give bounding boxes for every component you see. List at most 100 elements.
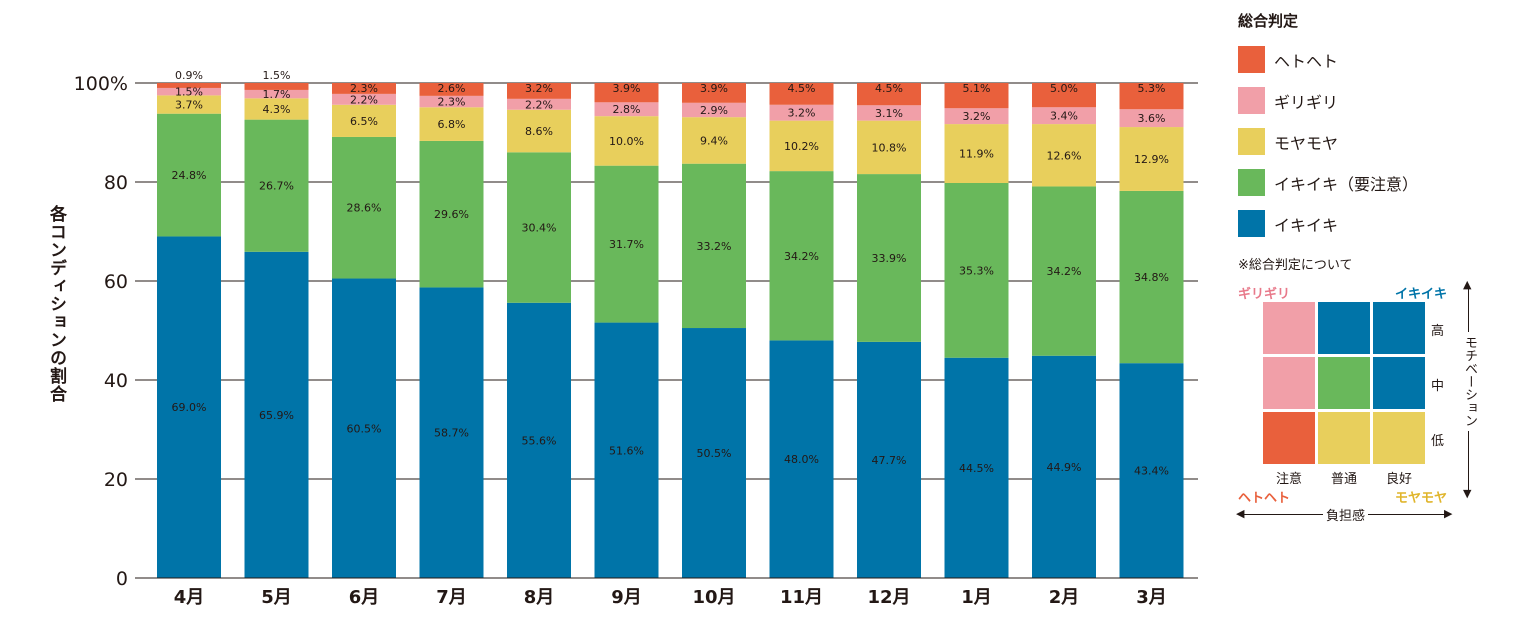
data-label: 58.7% <box>434 427 469 440</box>
y-tick-label: 0 <box>116 568 128 590</box>
legend-label: ヘトヘト <box>1274 51 1339 71</box>
bar-segment <box>682 83 746 103</box>
bar-segment <box>507 83 571 99</box>
x-tick-label: 6月 <box>349 587 380 608</box>
data-label: 34.8% <box>1134 271 1169 284</box>
matrix-label-girigiri: ギリギリ <box>1238 287 1291 302</box>
x-tick-label: 5月 <box>261 587 292 608</box>
legend-swatch <box>1238 169 1265 196</box>
matrix-cell <box>1373 302 1425 354</box>
bar-segment <box>594 116 659 166</box>
data-label: 31.7% <box>609 238 644 251</box>
x-tick-label: 7月 <box>436 587 467 608</box>
arrow-left-icon: ◀ <box>1236 507 1245 520</box>
bar-segment <box>507 98 571 110</box>
bar-segment <box>419 107 484 141</box>
data-label: 1.7% <box>263 88 291 101</box>
bar-segment <box>769 120 834 172</box>
data-label: 3.2% <box>525 82 553 95</box>
data-label: 24.8% <box>172 169 207 182</box>
bar-segment <box>419 83 484 96</box>
data-label: 2.3% <box>438 96 466 109</box>
matrix-cell <box>1373 357 1425 409</box>
legend-title: 総合判定 <box>1238 12 1299 30</box>
bar-segment <box>857 83 921 106</box>
burden-axis-label: 負担感 <box>1323 505 1369 524</box>
data-label: 1.5% <box>175 86 203 99</box>
data-label: 3.7% <box>175 99 203 112</box>
data-label: 3.2% <box>963 110 991 123</box>
bar-segment <box>244 98 309 120</box>
data-label: 33.9% <box>872 252 907 265</box>
bar-segment <box>682 163 746 329</box>
bar-segment <box>419 140 484 288</box>
matrix-cell <box>1263 357 1315 409</box>
bar-segment <box>1032 355 1096 578</box>
data-label: 0.9% <box>175 69 203 82</box>
bar-segment <box>857 341 921 578</box>
bar-segment <box>1032 124 1096 187</box>
legend-label: モヤモヤ <box>1274 133 1339 153</box>
x-tick-label: 4月 <box>174 587 205 608</box>
data-label: 34.2% <box>1047 265 1082 278</box>
bar-segment <box>332 83 396 94</box>
data-label: 2.8% <box>613 103 641 116</box>
legend-swatch <box>1238 210 1265 237</box>
data-label: 43.4% <box>1134 465 1169 478</box>
data-label: 2.3% <box>350 82 378 95</box>
legend-label: ギリギリ <box>1274 92 1339 112</box>
matrix-row-low: 低 <box>1431 434 1445 449</box>
bar-segment <box>1119 83 1184 110</box>
data-label: 28.6% <box>347 202 382 215</box>
data-label: 44.5% <box>959 462 994 475</box>
x-tick-label: 2月 <box>1049 587 1080 608</box>
matrix-col-caution: 注意 <box>1276 472 1303 487</box>
matrix-label-moyamoya: モヤモヤ <box>1395 491 1448 506</box>
matrix-col-normal: 普通 <box>1331 472 1358 487</box>
bar-segment <box>944 83 1009 109</box>
data-label: 69.0% <box>172 401 207 414</box>
data-label: 44.9% <box>1047 461 1082 474</box>
data-label: 3.2% <box>788 107 816 120</box>
data-label: 3.1% <box>875 107 903 120</box>
bar-segment <box>1032 186 1096 356</box>
legend: 総合判定 ヘトヘト ギリギリ モヤモヤ イキイキ（要注意） イキイキ <box>1238 10 1538 244</box>
bar-segment <box>769 171 834 341</box>
data-label: 5.3% <box>1138 82 1166 95</box>
data-label: 48.0% <box>784 453 819 466</box>
arrow-down-icon: ▼ <box>1463 487 1472 500</box>
bar-segment <box>857 105 921 121</box>
bar-segment <box>769 83 834 105</box>
bar-segment <box>332 136 396 279</box>
bar-segment <box>244 119 309 252</box>
motivation-axis-label: モチベーション <box>1460 332 1479 431</box>
bar-segment <box>507 109 571 153</box>
data-label: 12.9% <box>1134 153 1169 166</box>
bar-segment <box>857 174 921 342</box>
data-label: 5.0% <box>1050 82 1078 95</box>
bar-segment <box>594 322 659 578</box>
matrix-row-mid: 中 <box>1431 379 1445 394</box>
bar-segment <box>157 87 221 96</box>
x-tick-label: 10月 <box>692 587 735 608</box>
matrix-col-good: 良好 <box>1386 472 1413 487</box>
bar-segment <box>682 102 746 118</box>
bar-segment <box>944 357 1009 578</box>
data-label: 2.6% <box>438 82 466 95</box>
data-label: 2.9% <box>700 104 728 117</box>
x-tick-label: 9月 <box>611 587 642 608</box>
data-label: 34.2% <box>784 250 819 263</box>
matrix-cell <box>1318 302 1370 354</box>
matrix-row-high: 高 <box>1431 324 1445 339</box>
bar-segment <box>419 95 484 108</box>
legend-swatch <box>1238 87 1265 114</box>
data-label: 26.7% <box>259 180 294 193</box>
data-label: 60.5% <box>347 422 382 435</box>
y-axis-title: 各コンディションの割合 <box>46 205 66 403</box>
matrix-label-hetoheto: ヘトヘト <box>1238 491 1291 506</box>
data-label: 11.9% <box>959 148 994 161</box>
legend-item-ikiiki: イキイキ <box>1238 203 1538 244</box>
x-tick-label: 1月 <box>961 587 992 608</box>
data-label: 4.5% <box>875 82 903 95</box>
data-label: 5.1% <box>963 82 991 95</box>
